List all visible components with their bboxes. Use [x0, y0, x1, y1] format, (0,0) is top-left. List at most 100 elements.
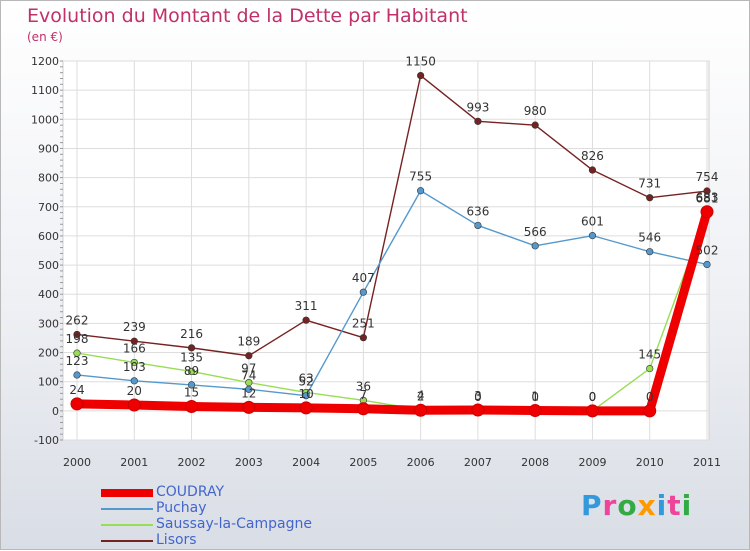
data-label: 0 — [531, 390, 539, 404]
y-tick-label: 200 — [38, 347, 59, 360]
data-point-puchay — [73, 371, 81, 379]
series-line-coudray — [72, 207, 712, 416]
x-tick-label: 2009 — [578, 456, 606, 469]
data-point-saussay-la-campagne — [130, 358, 138, 367]
data-label: 0 — [646, 390, 654, 404]
data-label: 262 — [66, 313, 89, 327]
data-label: 12 — [241, 386, 256, 400]
legend-label: Saussay-la-Campagne — [156, 516, 312, 532]
x-tick-label: 2007 — [464, 456, 492, 469]
x-tick-label: 2006 — [407, 456, 435, 469]
data-label: 97 — [241, 362, 256, 376]
data-point-saussay-la-campagne — [187, 367, 196, 376]
x-tick-label: 2001 — [120, 456, 148, 469]
data-label: 601 — [581, 215, 604, 229]
data-label: 63 — [298, 371, 313, 385]
data-label: 24 — [69, 383, 84, 397]
x-tick-label: 2000 — [63, 456, 91, 469]
x-tick-label: 2010 — [636, 456, 664, 469]
data-label: 1 — [531, 390, 539, 404]
data-label: 239 — [123, 320, 146, 334]
data-point-lisors — [302, 316, 310, 324]
data-label: 135 — [180, 350, 203, 364]
data-point-lisors — [73, 330, 81, 339]
data-label: 2 — [417, 389, 425, 403]
data-label: 123 — [66, 354, 89, 368]
data-point-lisors — [474, 117, 482, 125]
data-label: 407 — [352, 271, 375, 285]
y-tick-label: 600 — [38, 230, 59, 243]
series-line-puchay — [76, 190, 708, 397]
data-label: 0 — [589, 390, 597, 404]
legend-swatch — [101, 540, 153, 542]
data-label: 826 — [581, 149, 604, 163]
data-label: 15 — [184, 385, 199, 399]
data-point-coudray — [242, 400, 256, 414]
data-label: 166 — [123, 341, 146, 355]
data-point-puchay — [646, 248, 654, 256]
data-point-coudray — [70, 397, 84, 411]
y-tick-label: 800 — [38, 172, 59, 185]
data-point-lisors — [531, 121, 539, 129]
y-tick-label: 1100 — [31, 84, 59, 97]
data-point-puchay — [531, 242, 539, 250]
data-label: 502 — [696, 243, 719, 257]
data-point-saussay-la-campagne — [646, 364, 654, 373]
y-tick-label: 900 — [38, 142, 59, 155]
data-label: 731 — [638, 177, 661, 191]
x-tick-label: 2005 — [349, 456, 377, 469]
data-label: 754 — [696, 170, 719, 184]
data-point-puchay — [302, 392, 310, 400]
data-label: 3 — [474, 389, 482, 403]
data-label: 993 — [466, 100, 489, 114]
data-point-coudray — [471, 403, 485, 417]
data-label: 36 — [356, 379, 371, 393]
data-label: 1150 — [405, 55, 436, 69]
data-label: 198 — [66, 332, 89, 346]
data-label: 636 — [466, 204, 489, 218]
legend-swatch — [101, 524, 153, 526]
data-label: 216 — [180, 327, 203, 341]
data-point-puchay — [245, 385, 253, 393]
y-tick-label: 1000 — [31, 113, 59, 126]
data-point-puchay — [474, 221, 482, 230]
plot-area — [62, 60, 710, 441]
data-label: 189 — [237, 335, 260, 349]
y-tick-label: 0 — [52, 405, 59, 418]
series-line-saussay-la-campagne — [76, 211, 708, 412]
y-tick-label: 400 — [38, 288, 59, 301]
data-label: 0 — [474, 390, 482, 404]
y-tick-label: 500 — [38, 259, 59, 272]
series-line-lisors — [76, 74, 708, 357]
data-point-lisors — [130, 337, 138, 345]
data-label: 0 — [589, 390, 597, 404]
legend-label: COUDRAY — [156, 484, 225, 500]
data-label: 10 — [298, 387, 313, 401]
data-point-lisors — [187, 344, 196, 352]
x-tick-label: 2008 — [521, 456, 549, 469]
legend-label: Puchay — [156, 500, 207, 516]
data-point-coudray — [585, 404, 599, 418]
data-point-puchay — [417, 187, 425, 195]
data-point-puchay — [703, 260, 711, 269]
data-label: 311 — [295, 299, 318, 313]
data-point-coudray — [700, 205, 714, 219]
data-point-coudray — [414, 403, 428, 417]
x-tick-label: 2004 — [292, 456, 320, 469]
y-tick-label: -100 — [34, 434, 59, 447]
y-tick-label: 700 — [38, 201, 59, 214]
data-label: 7 — [360, 388, 368, 402]
data-label: 681 — [696, 191, 719, 205]
data-label: 980 — [524, 104, 547, 118]
data-label: 4 — [417, 389, 425, 403]
y-tick-label: 100 — [38, 376, 59, 389]
data-point-saussay-la-campagne — [73, 349, 81, 357]
data-label: 755 — [409, 170, 432, 184]
x-tick-label: 2002 — [178, 456, 206, 469]
data-point-puchay — [588, 232, 597, 240]
data-point-coudray — [643, 404, 657, 418]
data-point-puchay — [187, 381, 196, 389]
proxiti-logo: Proxiti — [581, 489, 693, 522]
data-point-lisors — [359, 334, 367, 342]
